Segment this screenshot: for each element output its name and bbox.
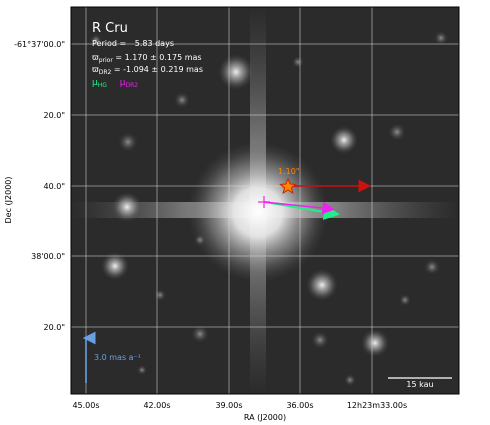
y-tick-label: 20.0"	[44, 111, 66, 120]
field-star	[399, 294, 411, 306]
star-marker-icon	[279, 177, 297, 195]
field-star	[424, 259, 440, 275]
omega-prior-line: ϖprior = 1.170 ± 0.175 mas	[92, 53, 202, 64]
field-star	[330, 126, 358, 154]
x-axis-label: RA (J2000)	[244, 413, 286, 422]
field-star	[154, 289, 166, 301]
x-tick-label: 36.00s	[286, 401, 313, 410]
pm-legend: μHG μDR2	[92, 78, 138, 90]
field-star	[361, 329, 389, 357]
field-star	[174, 92, 190, 108]
field-star	[388, 123, 406, 141]
y-tick-label: -61°37'00.0"	[14, 40, 65, 49]
period-value: 5.83 days	[135, 39, 174, 48]
field-star	[194, 234, 206, 246]
y-tick-label: 40.0"	[44, 182, 66, 191]
mu-dr2-legend: μ	[120, 78, 126, 88]
mu-hg-legend: μ	[92, 78, 98, 88]
omega-dr2-line: ϖDR2 = -1.094 ± 0.219 mas	[92, 65, 203, 76]
y-tick-label: 20.0"	[44, 323, 66, 332]
x-tick-label: 45.00s	[72, 401, 99, 410]
period-line: Period = 5.83 days	[92, 39, 174, 48]
x-tick-label: 42.00s	[143, 401, 170, 410]
field-star	[118, 132, 138, 152]
x-tick-label: 39.00s	[215, 401, 242, 410]
field-star	[311, 331, 329, 349]
field-star	[218, 54, 254, 90]
star-name: R Cru	[92, 21, 128, 36]
sky-image	[71, 7, 459, 394]
mu-dr2-vector	[263, 201, 336, 215]
bright-star-core	[188, 142, 328, 282]
field-star	[292, 56, 304, 68]
x-tick-label: 12h23m33.00s	[347, 401, 407, 410]
axes-frame	[70, 6, 460, 395]
y-axis-label: Dec (J2000)	[4, 177, 13, 224]
pm-scale-label: 3.0 mas a⁻¹	[94, 353, 141, 362]
field-star	[306, 269, 338, 301]
field-star	[191, 325, 209, 343]
y-tick-label: 38'00.0"	[31, 252, 65, 261]
field-star	[101, 252, 129, 280]
field-star	[344, 374, 356, 386]
scale-bar-label: 15 kau	[406, 380, 433, 389]
field-star	[90, 34, 102, 46]
field-star	[137, 365, 147, 375]
coordinate-grid	[71, 7, 459, 394]
field-star	[434, 31, 448, 45]
star-marker-label: 1.10"	[278, 167, 300, 176]
period-label: Period =	[92, 39, 126, 48]
field-star	[112, 192, 142, 222]
